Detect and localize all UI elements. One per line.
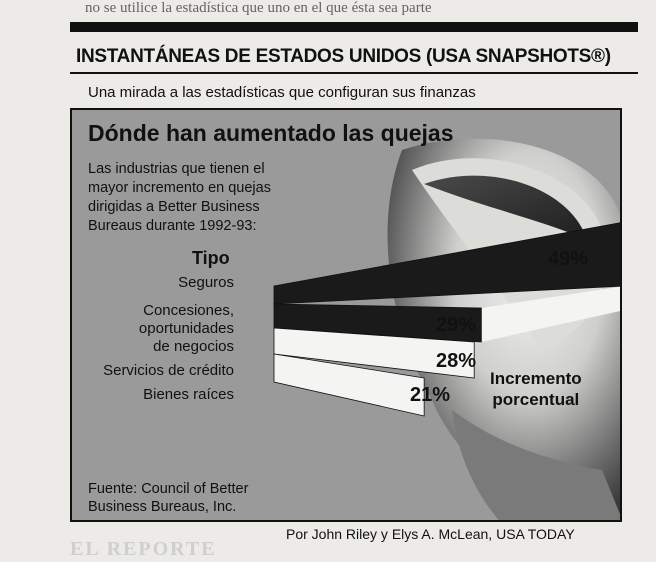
value-label-2: 28% bbox=[436, 350, 477, 372]
category-header: Tipo bbox=[192, 248, 230, 268]
background-page-text: no se utilice la estadística que uno en … bbox=[85, 0, 432, 16]
header-bar bbox=[70, 22, 638, 32]
bar-2 bbox=[273, 327, 475, 379]
header-rule bbox=[70, 72, 638, 74]
chart-title: Dónde han aumentado las quejas bbox=[88, 120, 454, 146]
value-label-1: 29% bbox=[436, 314, 477, 336]
swirl-bottom bbox=[452, 410, 620, 520]
chart-graphic bbox=[273, 138, 620, 520]
category-label-3: Bienes raíces bbox=[143, 386, 234, 403]
bar-3 bbox=[273, 353, 425, 417]
value-axis-label: Incremento porcentual bbox=[490, 369, 582, 409]
byline: Por John Riley y Elys A. McLean, USA TOD… bbox=[286, 526, 575, 542]
chart-panel: Dónde han aumentado las quejas Las indus… bbox=[70, 108, 622, 522]
background-bottom-text: EL REPORTE bbox=[70, 538, 217, 560]
chart-description: Las industrias que tienen el mayor incre… bbox=[88, 161, 271, 234]
swirl-inner-dark bbox=[424, 175, 587, 240]
value-label-3: 21% bbox=[410, 384, 451, 406]
subtitle: Una mirada a las estadísticas que config… bbox=[88, 84, 476, 101]
header-title: INSTANTÁNEAS DE ESTADOS UNIDOS (USA SNAP… bbox=[76, 46, 611, 67]
bar-0 bbox=[273, 222, 620, 305]
category-label-0: Seguros bbox=[178, 274, 234, 291]
bar-highlight-strip bbox=[481, 286, 620, 342]
bar-1 bbox=[273, 303, 482, 343]
category-label-2: Servicios de crédito bbox=[103, 362, 234, 379]
chart-source: Fuente: Council of Better Business Burea… bbox=[88, 481, 249, 515]
category-label-1: Concesiones, oportunidades de negocios bbox=[138, 302, 234, 355]
value-label-0: 49% bbox=[548, 248, 589, 270]
